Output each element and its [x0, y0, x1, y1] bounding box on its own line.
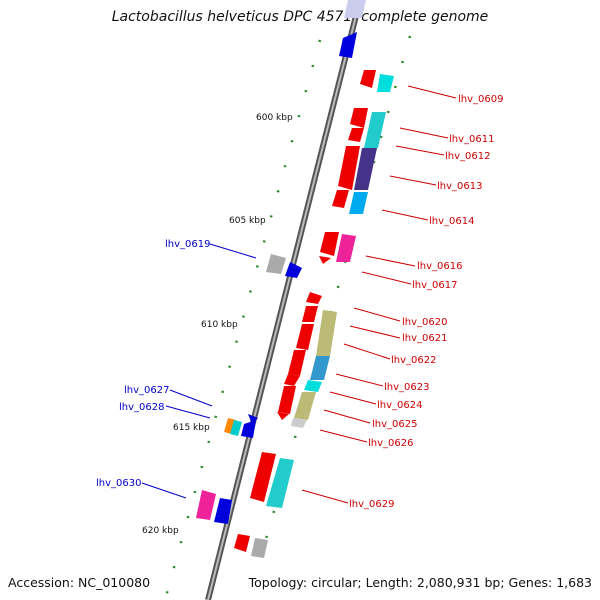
gene-block — [250, 452, 276, 502]
gene-block — [310, 356, 330, 380]
gene-block — [296, 324, 314, 350]
tick-label-600: 600 kbp — [256, 113, 293, 123]
gene-label: lhv_0627 — [124, 385, 169, 396]
gene-label: lhv_0611 — [449, 134, 494, 145]
gene-label: lhv_0623 — [384, 382, 429, 393]
gene-label: lhv_0621 — [402, 333, 447, 344]
gene-block — [214, 498, 232, 524]
gene-label: lhv_0625 — [372, 419, 417, 430]
gene-block — [278, 386, 296, 414]
gene-label: lhv_0620 — [402, 317, 447, 328]
gene-block — [248, 414, 258, 424]
gene-block — [332, 190, 349, 208]
gene-label: lhv_0617 — [412, 280, 457, 291]
gene-block — [277, 412, 289, 420]
tick-labels: 600 kbp 605 kbp 610 kbp 615 kbp 620 kbp — [142, 113, 293, 536]
gene-block — [266, 254, 286, 274]
gene-label: lhv_0630 — [96, 478, 141, 489]
gene-label: lhv_0624 — [377, 400, 422, 411]
gene-labels-right: lhv_0609 lhv_0611 lhv_0612 lhv_0613 lhv_… — [349, 94, 503, 510]
gene-block — [364, 112, 386, 148]
gene-block — [251, 538, 268, 558]
gene-block — [354, 148, 377, 190]
gene-block — [319, 256, 331, 264]
gene-block — [294, 392, 316, 420]
gene-block — [230, 420, 242, 436]
genome-backbone — [205, 0, 363, 600]
gene-block — [360, 70, 376, 88]
gene-label: lhv_0626 — [368, 438, 413, 449]
tick-label-610: 610 kbp — [201, 320, 238, 330]
label-connectors — [141, 85, 457, 504]
gene-label: lhv_0613 — [437, 181, 482, 192]
gene-block — [285, 262, 302, 278]
tick-label-605: 605 kbp — [229, 216, 266, 226]
gene-block — [336, 234, 356, 262]
gene-block — [320, 232, 339, 256]
gene-label: lhv_0628 — [119, 402, 164, 413]
diagram-title: Lactobacillus helveticus DPC 4571, compl… — [111, 9, 489, 25]
gene-block — [241, 420, 256, 438]
gene-block — [348, 128, 364, 142]
gene-block — [288, 350, 306, 376]
gene-block — [196, 490, 216, 520]
gene-block — [316, 310, 337, 356]
gene-label: lhv_0612 — [445, 151, 490, 162]
gene-block — [306, 292, 322, 304]
gene-block — [302, 306, 318, 322]
gene-block — [339, 32, 357, 58]
gene-block — [338, 146, 360, 190]
accession-label: Accession: NC_010080 — [8, 575, 151, 590]
gene-block — [350, 108, 368, 128]
tick-label-615: 615 kbp — [173, 423, 210, 433]
gene-label: lhv_0614 — [429, 216, 474, 227]
genome-summary: Topology: circular; Length: 2,080,931 bp… — [248, 575, 592, 590]
gene-blocks — [196, 0, 394, 558]
gene-block — [234, 534, 250, 552]
gene-block — [291, 418, 307, 428]
gene-block — [344, 0, 366, 18]
gene-label: lhv_0622 — [391, 355, 436, 366]
gene-label: lhv_0619 — [165, 239, 210, 250]
gene-block — [377, 74, 394, 92]
gene-labels-left: lhv_0619 lhv_0627 lhv_0628 lhv_0630 — [96, 239, 210, 489]
gene-block — [304, 380, 322, 392]
gene-block — [284, 374, 300, 386]
gene-block — [266, 458, 294, 508]
gene-label: lhv_0609 — [458, 94, 503, 105]
gene-label: lhv_0616 — [417, 261, 462, 272]
gene-label: lhv_0629 — [349, 499, 394, 510]
tick-label-620: 620 kbp — [142, 526, 179, 536]
gene-block — [349, 192, 368, 214]
